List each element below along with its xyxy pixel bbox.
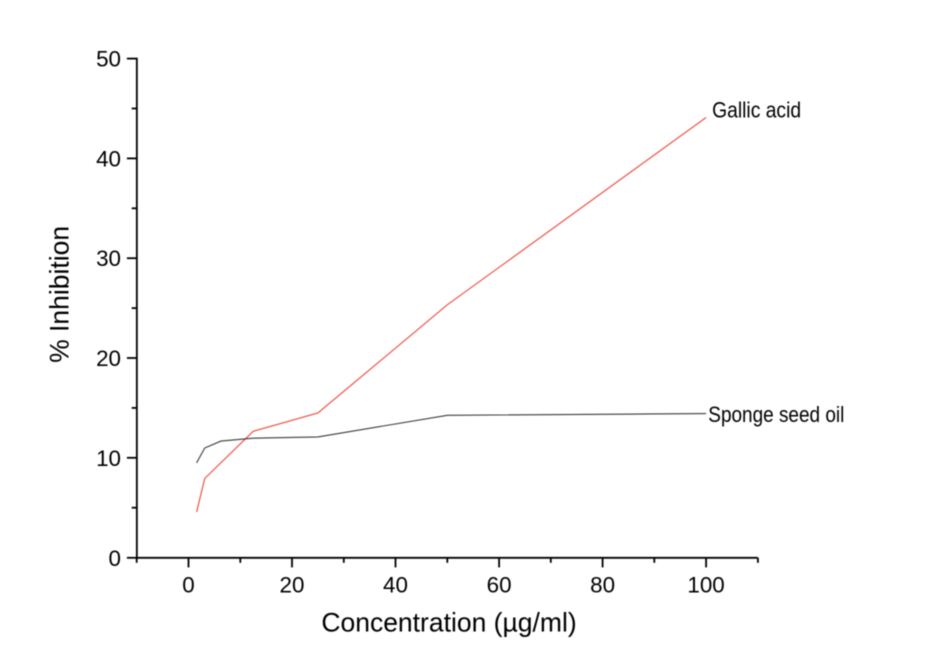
- svg-text:0: 0: [182, 572, 194, 597]
- svg-text:20: 20: [280, 572, 305, 597]
- svg-text:Concentration (µg/ml): Concentration (µg/ml): [321, 607, 576, 637]
- svg-text:40: 40: [383, 572, 408, 597]
- svg-text:30: 30: [96, 246, 121, 271]
- svg-text:60: 60: [487, 572, 512, 597]
- svg-text:% Inhibition: % Inhibition: [45, 226, 75, 363]
- svg-text:20: 20: [96, 346, 121, 371]
- svg-text:0: 0: [109, 546, 121, 571]
- svg-text:80: 80: [590, 572, 615, 597]
- svg-text:Gallic acid: Gallic acid: [712, 98, 801, 123]
- svg-text:100: 100: [687, 572, 724, 597]
- svg-text:40: 40: [96, 146, 121, 171]
- svg-text:Sponge seed oil: Sponge seed oil: [708, 402, 844, 427]
- svg-text:50: 50: [96, 47, 121, 72]
- svg-text:10: 10: [96, 446, 121, 471]
